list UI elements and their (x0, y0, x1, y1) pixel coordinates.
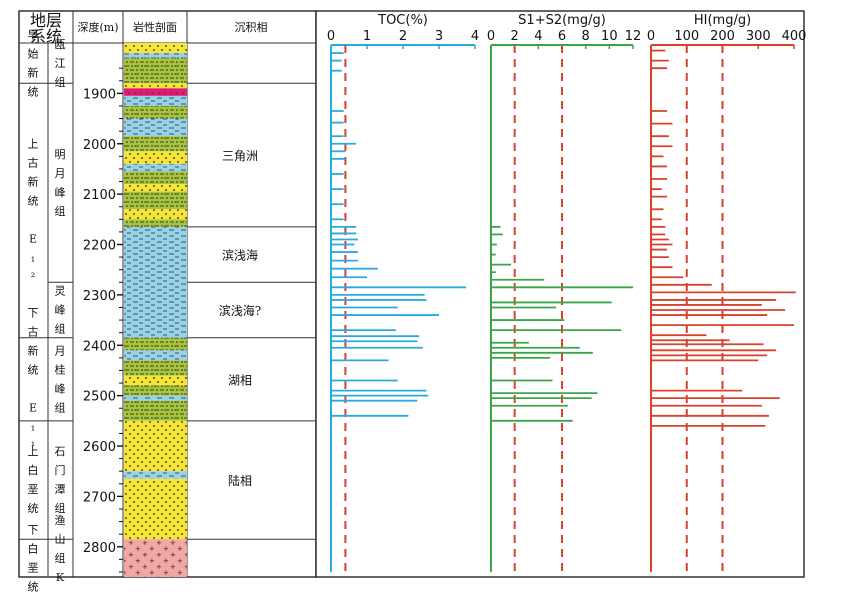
facies-label: 湖相 (228, 372, 252, 387)
lithology-column-header: 岩性剖面 (133, 20, 177, 34)
lithology-layer-sandstone (124, 420, 187, 472)
toc-tick-label: 3 (435, 29, 443, 44)
facies-label: 滨浅海? (219, 303, 261, 318)
depth-tick-label: 2100 (83, 188, 116, 203)
lithology-layer-sandstone (124, 184, 187, 192)
formation-f3: 灵峰组 (55, 285, 66, 336)
lithology-layer-mudstone (124, 118, 187, 137)
lithology-layer-siltstone_green (124, 171, 187, 185)
lithology-layer-siltstone_green (124, 400, 187, 421)
toc-tick-label: 2 (399, 29, 407, 44)
series-s5-label: 下白垩统 (28, 523, 39, 592)
s1s2-tick-label: 10 (601, 29, 618, 44)
hi-tick-label: 300 (746, 29, 771, 44)
s1s2-tick-label: 4 (534, 29, 542, 44)
lithology-layer-sandstone (124, 83, 187, 89)
depth-tick-label: 2300 (83, 289, 116, 304)
s1s2-title: S1+S2(mg/g) (518, 13, 606, 28)
lithology-layer-mudstone (124, 95, 187, 106)
hi-tick-label: 400 (782, 29, 807, 44)
formation-f5: 石门潭组 (55, 445, 66, 515)
lithology-layer-siltstone_green (124, 191, 187, 210)
hi-chart: HI(mg/g) 0 100 200 300 400 (647, 13, 807, 572)
s1s2-tick-label: 8 (582, 29, 590, 44)
facies-label: 三角洲 (222, 149, 258, 163)
depth-axis: 1900 2000 2100 2200 2300 2400 2500 2600 2700 2800 (83, 67, 123, 573)
lithology-layer-sandstone (124, 151, 187, 164)
series-s1-label: 早始新统 (28, 28, 39, 98)
lithology-layer-magenta (124, 88, 187, 96)
lithology-layer-siltstone_green (124, 385, 187, 396)
lithology-layer-mudstone (124, 395, 187, 401)
depth-tick-label: 1900 (83, 87, 116, 102)
series-s4: 上白垩统 (28, 445, 39, 515)
lithology-layer-sandstone (124, 478, 187, 540)
lithology-layer-mudstone (124, 350, 187, 361)
depth-tick-label: 2000 (83, 138, 116, 153)
strata-title-top: 地层 (30, 11, 62, 30)
s1s2-tick-label: 6 (558, 29, 566, 44)
lithology-layer-granite (124, 539, 187, 577)
lithology-layer-sandstone (124, 209, 187, 220)
lithology-layer-siltstone_green (124, 136, 187, 152)
hi-title: HI(mg/g) (694, 13, 751, 28)
lithology-layer-mudstone (124, 471, 187, 479)
toc-tick-label: 0 (327, 29, 335, 44)
toc-title: TOC(%) (377, 13, 428, 28)
formation-f4-label: 月桂峰组 (55, 344, 66, 414)
toc-chart: TOC(%) 0 1 2 3 4 (327, 13, 479, 572)
lithology-layer-siltstone_green (124, 337, 187, 351)
facies-column-header: 沉积相 (235, 21, 268, 34)
lithology-layer-siltstone_green (124, 219, 187, 227)
hi-tick-label: 0 (647, 29, 655, 44)
strata-title-bottom: 系统 (30, 27, 62, 46)
formation-f2-label: 明月峰组 (55, 148, 66, 218)
toc-tick-label: 1 (363, 29, 371, 44)
lithology-layer-siltstone_green (124, 105, 187, 119)
formation-f5-label: 石门潭组 (55, 445, 66, 515)
formation-f1-label: 瓯江组 (55, 38, 66, 89)
facies-label: 陆相 (228, 473, 252, 488)
s1s2-tick-label: 0 (487, 29, 495, 44)
depth-tick-label: 2700 (83, 490, 116, 505)
formation-f4: 月桂峰组 (55, 344, 66, 414)
depth-tick-label: 2800 (83, 541, 116, 556)
depth-tick-label: 2600 (83, 440, 116, 455)
lithology-layer-mudstone (124, 226, 187, 338)
lithology-column (124, 43, 187, 577)
hi-tick-label: 200 (710, 29, 735, 44)
lithology-layer-siltstone_green (124, 360, 187, 376)
lithology-layer-siltstone_green (124, 58, 187, 84)
formation-f3-label: 灵峰组 (55, 285, 66, 336)
formation-f1: 瓯江组 (55, 38, 66, 89)
lithology-layer-siltstone (124, 53, 187, 59)
depth-tick-label: 2400 (83, 339, 116, 354)
lithology-layer-sandstone (124, 375, 187, 386)
lithology-layer-mudstone (124, 163, 187, 172)
s1s2-chart: S1+S2(mg/g) 0 2 4 6 8 10 12 (487, 13, 641, 572)
hi-tick-label: 100 (674, 29, 699, 44)
depth-tick-label: 2200 (83, 239, 116, 254)
lithology-layer-sandstone (124, 43, 187, 54)
depth-column-header: 深度(m) (77, 20, 118, 34)
facies-label: 滨浅海 (222, 248, 258, 263)
s1s2-tick-label: 2 (511, 29, 519, 44)
s1s2-tick-label: 12 (625, 29, 642, 44)
formation-f2: 明月峰组 (55, 148, 66, 218)
toc-tick-label: 4 (471, 29, 479, 44)
series-s5: 下白垩统 (28, 523, 39, 592)
series-s1: 早始新统 (28, 28, 39, 98)
series-s4-label: 上白垩统 (28, 445, 39, 515)
depth-tick-label: 2500 (83, 390, 116, 405)
